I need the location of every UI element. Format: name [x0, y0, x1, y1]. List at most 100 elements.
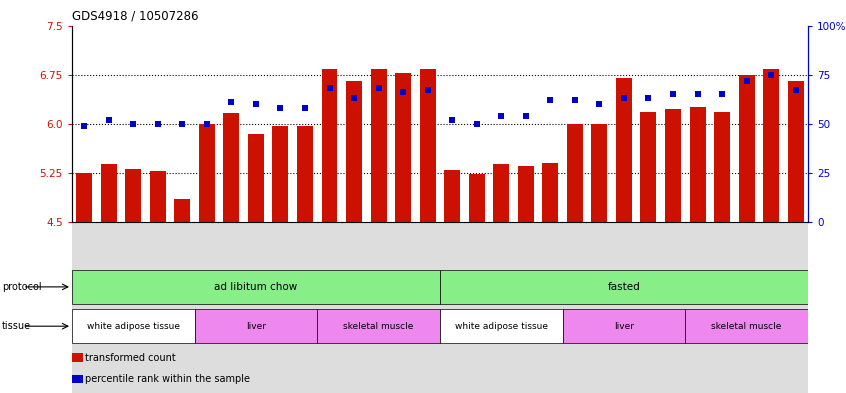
Point	[175, 121, 189, 127]
Point	[200, 121, 213, 127]
Bar	[734, 222, 759, 393]
Bar	[567, 124, 583, 222]
Bar	[195, 309, 317, 343]
Bar	[518, 166, 534, 222]
Bar	[321, 70, 338, 222]
Bar	[563, 222, 587, 393]
Point	[298, 105, 311, 111]
Point	[322, 85, 336, 92]
Bar	[76, 173, 92, 222]
Bar	[420, 70, 436, 222]
Bar	[489, 222, 514, 393]
Point	[273, 105, 287, 111]
Point	[420, 87, 434, 94]
Bar	[317, 222, 342, 393]
Bar	[783, 222, 808, 393]
Point	[371, 85, 385, 92]
Bar	[640, 112, 656, 222]
Bar	[150, 171, 166, 222]
Bar	[788, 81, 804, 222]
Bar	[440, 270, 808, 304]
Bar	[96, 222, 121, 393]
Bar	[636, 222, 661, 393]
Text: GDS4918 / 10507286: GDS4918 / 10507286	[72, 10, 199, 23]
Bar	[174, 199, 190, 222]
Text: protocol: protocol	[2, 282, 41, 292]
Bar	[72, 222, 96, 393]
Bar	[587, 222, 612, 393]
Bar	[563, 309, 685, 343]
Bar	[199, 124, 215, 222]
Text: skeletal muscle: skeletal muscle	[711, 322, 782, 331]
Point	[519, 113, 532, 119]
Bar	[272, 126, 288, 222]
Point	[494, 113, 508, 119]
Text: percentile rank within the sample: percentile rank within the sample	[85, 374, 250, 384]
Point	[617, 95, 630, 101]
Point	[126, 121, 140, 127]
Text: skeletal muscle: skeletal muscle	[343, 322, 414, 331]
Bar	[391, 222, 415, 393]
Bar	[415, 222, 440, 393]
Bar	[244, 222, 268, 393]
Bar	[469, 174, 485, 222]
Bar	[661, 222, 685, 393]
Point	[739, 77, 753, 84]
Bar	[665, 109, 681, 222]
Bar	[685, 309, 808, 343]
Text: ad libitum chow: ad libitum chow	[214, 282, 298, 292]
Bar	[101, 164, 117, 222]
Point	[77, 123, 91, 129]
Bar	[689, 107, 706, 222]
Point	[102, 117, 115, 123]
Bar	[538, 222, 563, 393]
Bar	[710, 222, 734, 393]
Point	[396, 89, 409, 95]
Point	[690, 91, 704, 97]
Point	[151, 121, 164, 127]
Point	[568, 97, 581, 103]
Bar	[616, 78, 632, 222]
Text: transformed count: transformed count	[85, 353, 176, 363]
Bar	[444, 170, 460, 222]
Bar	[170, 222, 195, 393]
Bar	[342, 222, 366, 393]
Text: white adipose tissue: white adipose tissue	[455, 322, 547, 331]
Bar	[763, 70, 779, 222]
Bar	[346, 81, 362, 222]
Point	[666, 91, 679, 97]
Bar	[223, 113, 239, 222]
Bar	[759, 222, 783, 393]
Bar	[121, 222, 146, 393]
Point	[470, 121, 483, 127]
Text: fasted: fasted	[607, 282, 640, 292]
Text: liver: liver	[614, 322, 634, 331]
Point	[445, 117, 459, 123]
Bar	[612, 222, 636, 393]
Bar	[440, 309, 563, 343]
Point	[715, 91, 728, 97]
Point	[788, 87, 802, 94]
Bar	[219, 222, 244, 393]
Bar	[146, 222, 170, 393]
Point	[224, 99, 238, 105]
Point	[764, 72, 777, 78]
Bar	[542, 163, 558, 222]
Point	[347, 95, 360, 101]
Bar	[739, 75, 755, 222]
Point	[543, 97, 557, 103]
Text: white adipose tissue: white adipose tissue	[87, 322, 179, 331]
Bar	[297, 127, 313, 222]
Bar	[268, 222, 293, 393]
Bar	[440, 222, 464, 393]
Bar	[317, 309, 440, 343]
Point	[249, 101, 262, 107]
Bar	[514, 222, 538, 393]
Bar	[371, 70, 387, 222]
Bar	[195, 222, 219, 393]
Bar	[72, 309, 195, 343]
Bar	[685, 222, 710, 393]
Bar	[293, 222, 317, 393]
Text: tissue: tissue	[2, 321, 30, 331]
Bar	[72, 270, 440, 304]
